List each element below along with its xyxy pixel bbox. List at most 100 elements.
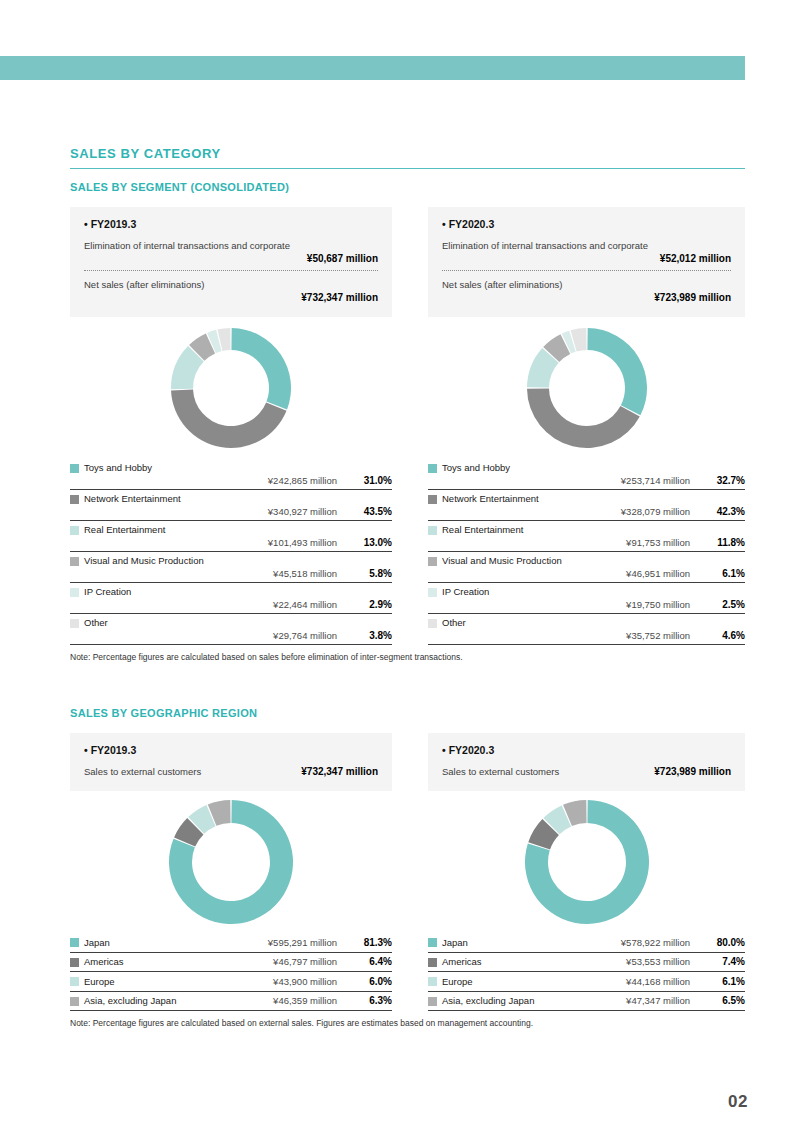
segment-label: IP Creation bbox=[442, 586, 489, 598]
region-amount: ¥46,359 million bbox=[273, 995, 337, 1007]
table-row: Japan¥595,291 million81.3% bbox=[70, 933, 392, 953]
segment-label: Network Entertainment bbox=[84, 493, 181, 505]
donut-segment bbox=[587, 328, 647, 415]
region-table-fy2020: Japan¥578,922 million80.0% Americas¥53,5… bbox=[428, 933, 745, 1011]
title-rule bbox=[70, 168, 745, 169]
segment-amount: ¥91,753 million bbox=[626, 537, 690, 549]
top-accent-bar bbox=[0, 56, 745, 80]
table-row: Visual and Music Production ¥46,951 mill… bbox=[428, 552, 745, 583]
legend-swatch bbox=[428, 588, 437, 597]
summary-label: Elimination of internal transactions and… bbox=[442, 239, 731, 252]
legend-swatch bbox=[70, 997, 79, 1006]
table-row: Toys and Hobby ¥253,714 million32.7% bbox=[428, 459, 745, 490]
segment-amount: ¥340,927 million bbox=[268, 506, 337, 518]
summary-label: Sales to external customers bbox=[84, 765, 301, 778]
region-amount: ¥53,553 million bbox=[626, 956, 690, 968]
legend-swatch bbox=[428, 997, 437, 1006]
legend-swatch bbox=[428, 977, 437, 986]
region-label: Asia, excluding Japan bbox=[84, 995, 273, 1007]
segment-label: Other bbox=[84, 617, 108, 629]
region-label: Asia, excluding Japan bbox=[442, 995, 626, 1007]
summary-value: ¥52,012 million bbox=[442, 252, 731, 266]
legend-swatch bbox=[428, 495, 437, 504]
table-row: Network Entertainment ¥328,079 million42… bbox=[428, 490, 745, 521]
region-section-title: SALES BY GEOGRAPHIC REGION bbox=[70, 707, 745, 719]
segment-percent: 6.1% bbox=[690, 568, 745, 580]
summary-box-segment-fy2019: •FY2019.3 Elimination of internal transa… bbox=[70, 207, 392, 317]
region-percent: 6.5% bbox=[690, 995, 745, 1007]
table-row: Americas¥46,797 million6.4% bbox=[70, 953, 392, 973]
region-amount: ¥595,291 million bbox=[268, 937, 337, 949]
table-row: Other ¥29,764 million3.8% bbox=[70, 614, 392, 645]
donut-chart-region-fy2019 bbox=[165, 796, 297, 928]
legend-swatch bbox=[70, 495, 79, 504]
segment-percent: 13.0% bbox=[337, 537, 392, 549]
donut-segment bbox=[231, 328, 291, 409]
segment-label: Real Entertainment bbox=[84, 524, 165, 536]
fiscal-year-label: •FY2020.3 bbox=[442, 218, 731, 230]
summary-label: Net sales (after eliminations) bbox=[442, 278, 731, 291]
segment-percent: 43.5% bbox=[337, 506, 392, 518]
bullet-icon: • bbox=[84, 744, 88, 756]
segment-amount: ¥29,764 million bbox=[273, 630, 337, 642]
legend-swatch bbox=[428, 557, 437, 566]
donut-wrap bbox=[428, 317, 745, 459]
page-number: 02 bbox=[728, 1092, 748, 1112]
region-percent: 6.4% bbox=[337, 956, 392, 968]
legend-swatch bbox=[428, 958, 437, 967]
region-amount: ¥43,900 million bbox=[273, 976, 337, 988]
bullet-icon: • bbox=[442, 744, 446, 756]
segment-percent: 32.7% bbox=[690, 475, 745, 487]
legend-swatch bbox=[70, 526, 79, 535]
segment-table-fy2020: Toys and Hobby ¥253,714 million32.7% Net… bbox=[428, 459, 745, 645]
fiscal-year-label: •FY2019.3 bbox=[84, 744, 378, 756]
region-percent: 6.1% bbox=[690, 976, 745, 988]
segment-label: Network Entertainment bbox=[442, 493, 539, 505]
segment-label: IP Creation bbox=[84, 586, 131, 598]
region-percent: 6.0% bbox=[337, 976, 392, 988]
segment-percent: 3.8% bbox=[337, 630, 392, 642]
region-label: Americas bbox=[442, 956, 626, 968]
page-title: SALES BY CATEGORY bbox=[70, 146, 745, 161]
donut-wrap bbox=[70, 317, 392, 459]
donut-chart-segment-fy2019 bbox=[165, 322, 297, 454]
region-table-fy2019: Japan¥595,291 million81.3% Americas¥46,7… bbox=[70, 933, 392, 1011]
region-percent: 7.4% bbox=[690, 956, 745, 968]
segment-label: Other bbox=[442, 617, 466, 629]
legend-swatch bbox=[70, 588, 79, 597]
segment-percent: 5.8% bbox=[337, 568, 392, 580]
segment-amount: ¥19,750 million bbox=[626, 599, 690, 611]
bullet-icon: • bbox=[84, 218, 88, 230]
table-row: Asia, excluding Japan¥46,359 million6.3% bbox=[70, 992, 392, 1012]
segment-amount: ¥35,752 million bbox=[626, 630, 690, 642]
region-label: Americas bbox=[84, 956, 273, 968]
legend-swatch bbox=[70, 977, 79, 986]
summary-box-region-fy2020: •FY2020.3 Sales to external customers ¥7… bbox=[428, 733, 745, 791]
summary-value: ¥732,347 million bbox=[301, 765, 378, 779]
bullet-icon: • bbox=[442, 218, 446, 230]
summary-box-region-fy2019: •FY2019.3 Sales to external customers ¥7… bbox=[70, 733, 392, 791]
segment-summary-row: •FY2019.3 Elimination of internal transa… bbox=[70, 207, 745, 317]
table-row: Americas¥53,553 million7.4% bbox=[428, 953, 745, 973]
donut-segment bbox=[527, 388, 640, 448]
table-row: Japan¥578,922 million80.0% bbox=[428, 933, 745, 953]
segment-donut-row bbox=[70, 317, 745, 459]
region-amount: ¥578,922 million bbox=[621, 937, 690, 949]
region-donut-row bbox=[70, 791, 745, 933]
segment-label: Visual and Music Production bbox=[442, 555, 562, 567]
summary-label: Sales to external customers bbox=[442, 765, 654, 778]
region-amount: ¥44,168 million bbox=[626, 976, 690, 988]
segment-percent: 2.5% bbox=[690, 599, 745, 611]
summary-label: Elimination of internal transactions and… bbox=[84, 239, 378, 252]
region-label: Europe bbox=[442, 976, 626, 988]
segment-label: Visual and Music Production bbox=[84, 555, 204, 567]
summary-value: ¥50,687 million bbox=[84, 252, 378, 266]
fiscal-year-label: •FY2019.3 bbox=[84, 218, 378, 230]
segment-label: Toys and Hobby bbox=[84, 462, 152, 474]
donut-chart-segment-fy2020 bbox=[521, 322, 653, 454]
region-amount: ¥46,797 million bbox=[273, 956, 337, 968]
dotted-divider bbox=[84, 270, 378, 271]
table-row: Other ¥35,752 million4.6% bbox=[428, 614, 745, 645]
donut-segment bbox=[524, 800, 648, 924]
table-row: Real Entertainment ¥101,493 million13.0% bbox=[70, 521, 392, 552]
